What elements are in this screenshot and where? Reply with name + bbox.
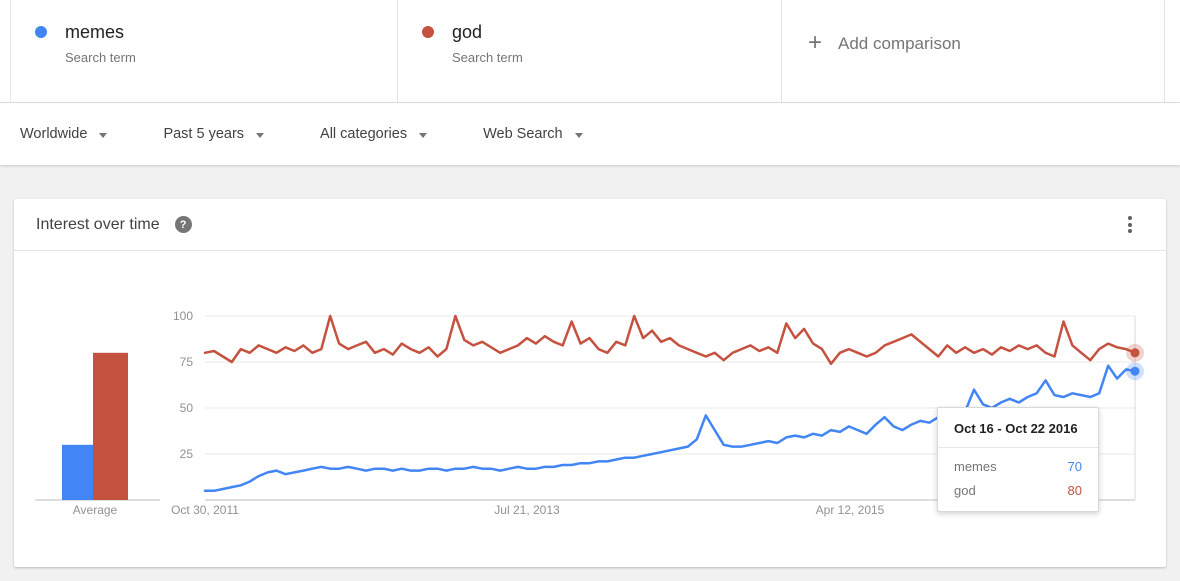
filter-region-dropdown[interactable]: Worldwide xyxy=(20,126,108,142)
interest-over-time-card: Interest over time ? 25 50 75 100 Oct 30, 20… xyxy=(14,199,1166,567)
trend-chart-svg: 25 50 75 100 Oct 30, 2011 Jul 21, 2013 Apr 12,… xyxy=(35,309,1144,517)
filter-searchtype-dropdown[interactable]: Web Search xyxy=(483,126,583,142)
card-header: Interest over time ? xyxy=(14,199,1166,251)
tooltip-label-memes: memes xyxy=(954,459,997,474)
tooltip-value-memes: 70 xyxy=(1067,459,1082,474)
x-tick-label: Jul 21, 2013 xyxy=(494,503,560,517)
tooltip-value-god: 80 xyxy=(1067,483,1082,498)
term-card-memes[interactable]: memes Search term xyxy=(10,0,397,102)
help-icon[interactable]: ? xyxy=(174,216,192,233)
series-line-memes xyxy=(203,364,1137,493)
term-subtitle-god: Search term xyxy=(452,50,523,65)
y-tick-label: 25 xyxy=(180,447,194,461)
average-bar-memes xyxy=(62,444,93,500)
chart-tooltip: Oct 16 - Oct 22 2016 memes 70 god 80 xyxy=(937,407,1099,512)
series-line-god xyxy=(203,314,1137,366)
term-title-god: god xyxy=(452,22,483,42)
tooltip-row-memes: memes 70 xyxy=(954,459,1082,474)
tooltip-row-god: god 80 xyxy=(954,483,1082,498)
term-subtitle-memes: Search term xyxy=(65,50,136,65)
hover-dot-god xyxy=(1130,348,1140,358)
filter-category-dropdown[interactable]: All categories xyxy=(320,126,428,142)
add-comparison-button[interactable]: + Add comparison xyxy=(781,0,1165,102)
tooltip-label-god: god xyxy=(954,483,976,498)
comparison-bar: memes Search term god Search term + Add … xyxy=(0,0,1180,103)
chevron-down-icon xyxy=(99,132,108,138)
x-tick-label: Apr 12, 2015 xyxy=(816,503,885,517)
series-dot-memes-icon xyxy=(35,26,47,38)
y-tick-label: 75 xyxy=(180,355,194,369)
filter-timerange-label: Past 5 years xyxy=(163,126,245,142)
average-bar-god xyxy=(93,352,128,500)
kebab-menu-icon[interactable] xyxy=(1124,212,1136,237)
terms-bar-filler xyxy=(1165,0,1180,102)
filter-searchtype-label: Web Search xyxy=(483,126,563,142)
add-comparison-label: Add comparison xyxy=(838,34,961,53)
average-label: Average xyxy=(73,503,118,517)
y-tick-label: 100 xyxy=(173,309,193,323)
filter-category-label: All categories xyxy=(320,126,408,142)
x-tick-label: Oct 30, 2011 xyxy=(171,503,239,517)
term-card-god[interactable]: god Search term xyxy=(397,0,781,102)
tooltip-date: Oct 16 - Oct 22 2016 xyxy=(938,408,1098,448)
hover-dot-memes xyxy=(1130,366,1140,376)
google-trends-page: memes Search term god Search term + Add … xyxy=(0,0,1180,567)
card-title: Interest over time xyxy=(36,215,160,233)
y-tick-label: 50 xyxy=(180,401,194,415)
plus-icon: + xyxy=(808,29,823,56)
series-dot-god-icon xyxy=(422,26,434,38)
chevron-down-icon xyxy=(256,132,265,138)
term-title-memes: memes xyxy=(65,22,125,42)
chevron-down-icon xyxy=(419,132,428,138)
filter-region-label: Worldwide xyxy=(20,126,88,142)
filter-timerange-dropdown[interactable]: Past 5 years xyxy=(163,126,265,142)
filters-bar: Worldwide Past 5 years All categories We… xyxy=(0,103,1180,165)
chevron-down-icon xyxy=(574,132,583,138)
line-chart-area[interactable]: 25 50 75 100 Oct 30, 2011 Jul 21, 2013 Apr 12,… xyxy=(14,251,1166,566)
